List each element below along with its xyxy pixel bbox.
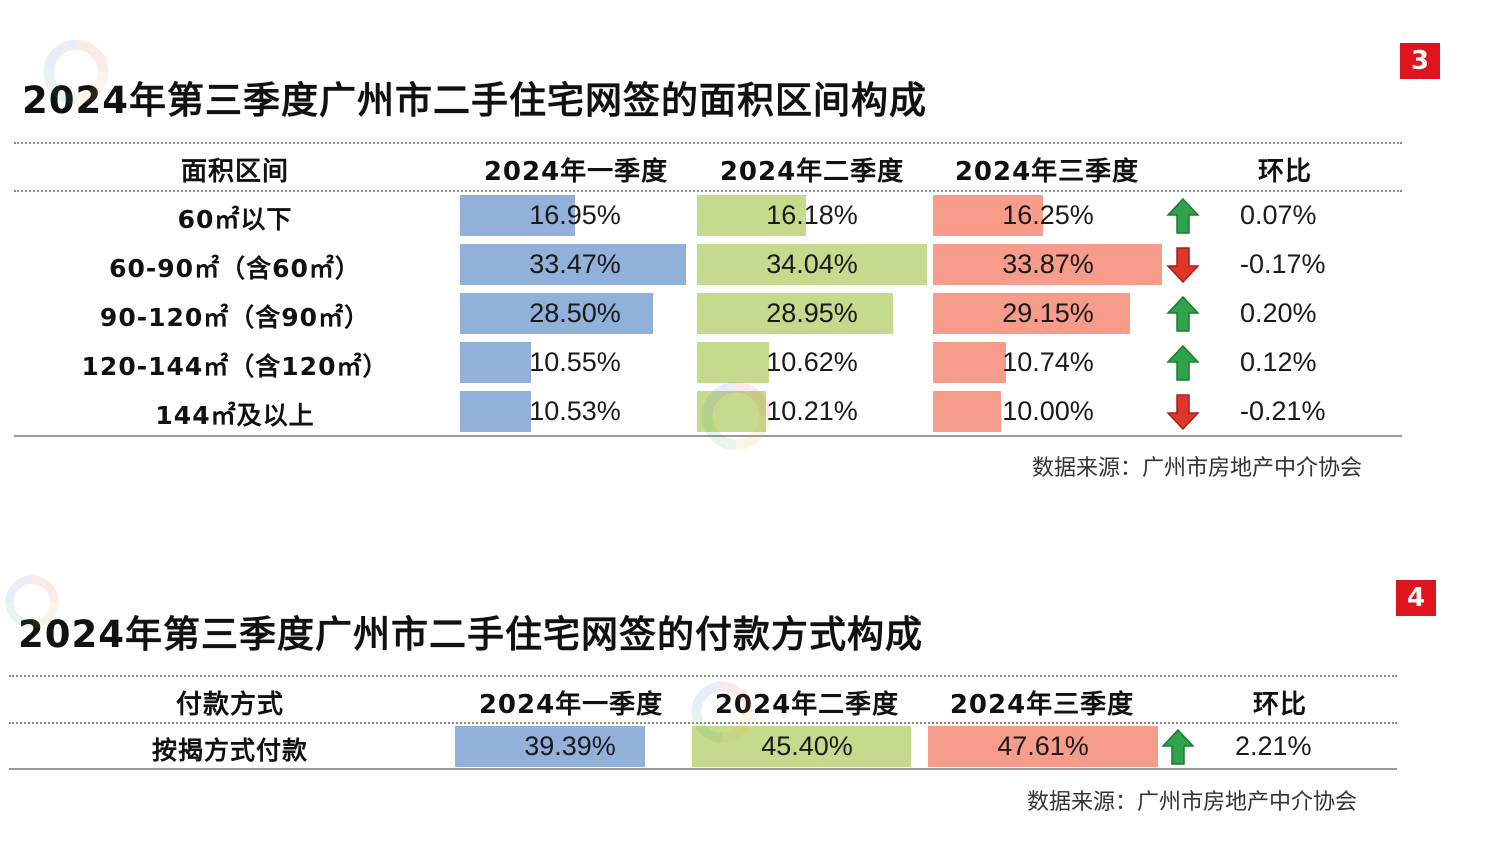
column-header: 环比 xyxy=(1252,690,1307,720)
table-bottom-rule xyxy=(14,435,1402,437)
down-arrow-icon xyxy=(1166,246,1200,284)
section-badge: 4 xyxy=(1396,580,1436,616)
data-bar xyxy=(460,342,531,383)
data-label: 10.62% xyxy=(766,347,858,377)
data-label: 10.74% xyxy=(1002,347,1094,377)
data-bar xyxy=(460,244,686,285)
data-label: 39.39% xyxy=(524,731,616,761)
row-label: 60-90㎡（含60㎡） xyxy=(109,254,361,283)
data-label: 10.53% xyxy=(529,396,621,426)
change-value: 0.07% xyxy=(1240,200,1317,230)
column-header: 2024年三季度 xyxy=(949,690,1135,720)
data-label: 34.04% xyxy=(766,249,858,279)
data-source: 数据来源：广州市房地产中介协会 xyxy=(1027,790,1358,815)
data-label: 16.25% xyxy=(1002,200,1094,230)
data-bar xyxy=(460,391,531,432)
data-bar xyxy=(697,244,927,285)
data-label: 10.21% xyxy=(766,396,858,426)
data-label: 16.18% xyxy=(766,200,858,230)
data-bar xyxy=(933,293,1130,334)
row-label: 按揭方式付款 xyxy=(151,736,308,765)
table-bottom-rule xyxy=(9,768,1397,770)
section-badge: 3 xyxy=(1400,43,1440,79)
column-header: 付款方式 xyxy=(175,690,284,720)
column-header: 2024年一季度 xyxy=(478,690,664,720)
data-bar xyxy=(933,195,1043,236)
change-value: -0.17% xyxy=(1240,249,1326,279)
header-bottom-rule xyxy=(14,190,1402,192)
column-header: 环比 xyxy=(1257,157,1312,187)
row-label: 90-120㎡（含90㎡） xyxy=(99,303,371,332)
data-bar xyxy=(697,195,806,236)
column-header: 2024年二季度 xyxy=(719,157,905,187)
data-label: 47.61% xyxy=(997,731,1089,761)
chart-title: 2024年第三季度广州市二手住宅网签的面积区间构成 xyxy=(22,79,927,122)
data-label: 10.00% xyxy=(1002,396,1094,426)
row-label: 120-144㎡（含120㎡） xyxy=(81,352,389,381)
column-header: 2024年二季度 xyxy=(714,690,900,720)
row-label: 60㎡以下 xyxy=(177,205,293,234)
data-label: 10.55% xyxy=(529,347,621,377)
up-arrow-icon xyxy=(1166,197,1200,235)
header-bottom-rule xyxy=(9,722,1397,724)
data-bar xyxy=(928,726,1158,767)
change-value: -0.21% xyxy=(1240,396,1326,426)
data-label: 16.95% xyxy=(529,200,621,230)
data-label: 33.47% xyxy=(529,249,621,279)
header-top-rule xyxy=(9,675,1397,677)
change-value: 0.20% xyxy=(1240,298,1317,328)
down-arrow-icon xyxy=(1166,393,1200,431)
data-label: 28.50% xyxy=(529,298,621,328)
change-value: 2.21% xyxy=(1235,731,1312,761)
column-header: 2024年一季度 xyxy=(483,157,669,187)
area-composition-table: 3 2024年第三季度广州市二手住宅网签的面积区间构成面积区间 2024年一季度 20… xyxy=(14,39,1440,481)
data-label: 28.95% xyxy=(766,298,858,328)
column-header: 2024年三季度 xyxy=(954,157,1140,187)
up-arrow-icon xyxy=(1166,295,1200,333)
header-top-rule xyxy=(14,142,1402,144)
data-bar xyxy=(455,726,645,767)
data-bar xyxy=(460,195,575,236)
chart-title: 2024年第三季度广州市二手住宅网签的付款方式构成 xyxy=(18,613,923,656)
data-bar xyxy=(697,342,769,383)
data-label: 29.15% xyxy=(1002,298,1094,328)
data-bar xyxy=(697,293,893,334)
data-bar xyxy=(933,244,1162,285)
payment-composition-table: 4 2024年第三季度广州市二手住宅网签的付款方式构成付款方式 2024年一季度 20… xyxy=(0,560,1496,846)
data-label: 33.87% xyxy=(1002,249,1094,279)
data-bar xyxy=(933,342,1006,383)
data-bar xyxy=(460,293,653,334)
data-source: 数据来源：广州市房地产中介协会 xyxy=(1032,456,1363,481)
change-value: 0.12% xyxy=(1240,347,1317,377)
data-label: 45.40% xyxy=(761,731,853,761)
up-arrow-icon xyxy=(1161,728,1195,766)
up-arrow-icon xyxy=(1166,344,1200,382)
data-bar xyxy=(697,391,766,432)
column-header: 面积区间 xyxy=(180,157,289,187)
data-bar xyxy=(933,391,1001,432)
data-bar xyxy=(692,726,911,767)
row-label: 144㎡及以上 xyxy=(155,401,315,430)
